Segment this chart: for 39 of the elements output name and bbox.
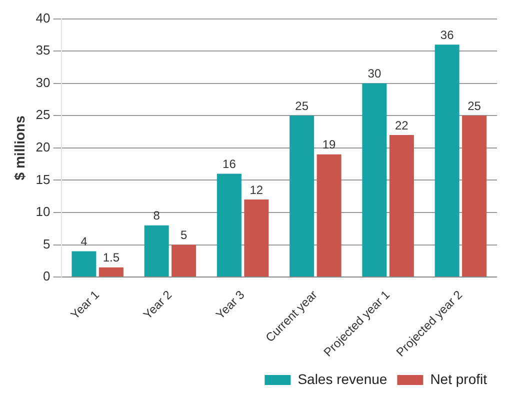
bar xyxy=(172,244,196,277)
bar xyxy=(244,200,269,277)
data-label: 22 xyxy=(395,118,409,132)
data-label: 1.5 xyxy=(102,250,120,265)
bar xyxy=(362,83,387,277)
data-label: 8 xyxy=(153,208,160,223)
y-tick-label: 40 xyxy=(36,10,50,26)
x-tick-label: Year 2 xyxy=(140,287,175,322)
bar xyxy=(389,135,414,277)
y-tick-label: 20 xyxy=(36,139,50,154)
legend-label: Sales revenue xyxy=(298,370,388,387)
bar xyxy=(216,174,242,277)
y-tick-label: 10 xyxy=(36,204,50,220)
x-tick-label: Year 1 xyxy=(68,287,102,322)
y-tick-label: 5 xyxy=(43,236,50,252)
data-label: 19 xyxy=(322,138,336,152)
y-tick-label: 0 xyxy=(43,268,50,284)
data-label: 5 xyxy=(180,228,188,242)
bar xyxy=(462,116,487,277)
data-label: 36 xyxy=(440,28,454,42)
y-tick-label: 35 xyxy=(36,42,50,58)
y-tick-label: 15 xyxy=(36,172,50,187)
y-axis-title: $ millions xyxy=(11,115,28,180)
bar xyxy=(98,267,124,277)
y-tick-label: 25 xyxy=(36,107,50,122)
bar xyxy=(72,251,96,277)
legend-label: Net profit xyxy=(430,370,488,387)
bar xyxy=(290,116,314,277)
data-label: 16 xyxy=(222,157,236,172)
data-label: 12 xyxy=(250,182,264,197)
data-label: 25 xyxy=(295,98,309,113)
bar xyxy=(434,44,460,277)
data-label: 25 xyxy=(468,98,482,113)
bar xyxy=(144,225,169,277)
y-tick-label: 30 xyxy=(36,74,50,90)
x-tick-label: Year 3 xyxy=(213,287,248,322)
bar xyxy=(316,154,342,277)
data-label: 30 xyxy=(368,66,382,81)
data-label: 4 xyxy=(80,234,88,249)
